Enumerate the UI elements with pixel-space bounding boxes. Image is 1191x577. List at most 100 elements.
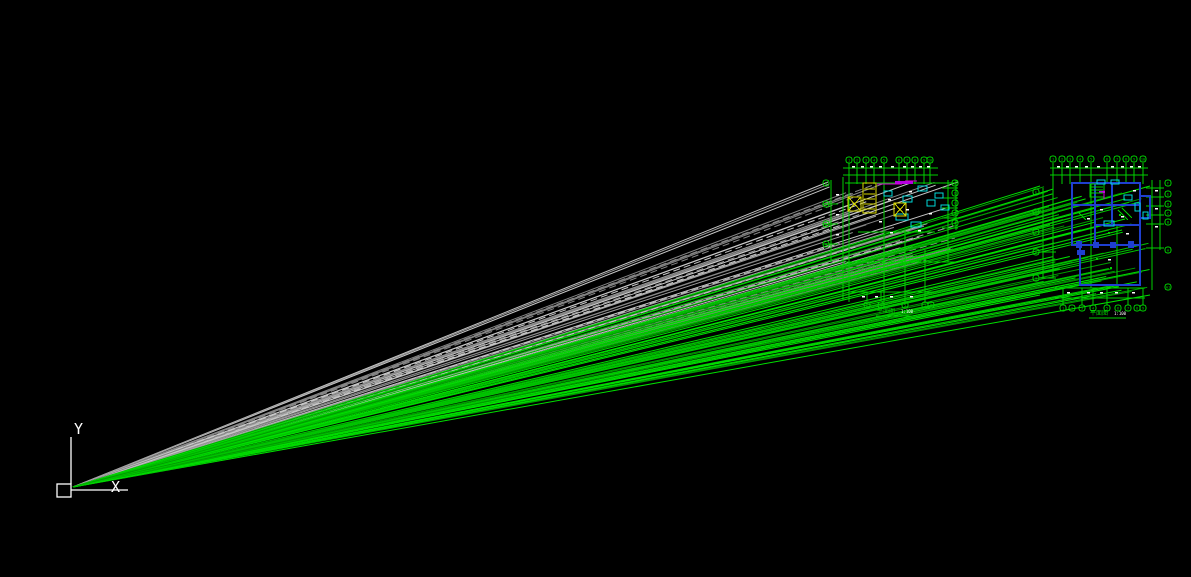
dim-text-mark [1155, 190, 1158, 192]
grid-bubble [1068, 304, 1076, 312]
green-bundle-edge-line [72, 294, 1151, 488]
grid-bubble-label: 9 [1142, 306, 1144, 310]
gray-bundle-edge-line [72, 181, 959, 488]
grid-bubble-label: 1 [1062, 306, 1064, 310]
blue-detail-fill [1093, 242, 1099, 248]
green-detail-line [1077, 211, 1087, 221]
grid-bubble-label: C [825, 202, 827, 206]
grid-bubble [1139, 304, 1147, 312]
grid-bubble [1113, 155, 1121, 163]
grid-bubble-label: B [1035, 250, 1037, 254]
green-detail-fill [1119, 214, 1121, 216]
dim-text-mark [1138, 166, 1141, 168]
grid-bubble [1164, 200, 1172, 208]
dim-text-mark [862, 296, 865, 298]
green-bundle-line [72, 210, 1042, 488]
green-detail-fill [1108, 232, 1110, 234]
dim-text-mark [1133, 190, 1136, 192]
cyan-detail-box [1110, 179, 1120, 185]
ucs-icon: XY [56, 420, 128, 498]
grid-bubble [822, 220, 830, 228]
green-bundle-line [72, 268, 1061, 488]
dim-text-mark [1067, 292, 1070, 294]
dim-text-mark [1087, 292, 1090, 294]
dim-text-mark [1115, 292, 1118, 294]
grid-bubble-label: 10 [1141, 157, 1145, 161]
green-bundle [72, 185, 1151, 488]
grid-bubble [903, 156, 911, 164]
green-detail-line [1117, 209, 1129, 221]
grid-bubble [951, 179, 959, 187]
grid-bubble-label: B [825, 222, 827, 226]
dim-text-mark [1100, 209, 1103, 211]
grid-bubble [926, 156, 934, 164]
dim-text-mark [879, 166, 882, 168]
ucs-x-label: X [111, 478, 120, 496]
grid-bubble [895, 156, 903, 164]
dim-text-mark [836, 214, 839, 216]
grid-bubble [880, 156, 888, 164]
green-bundle-line [72, 188, 1053, 488]
grid-bubble-label: 6 [898, 158, 900, 162]
grid-bubble [1032, 228, 1040, 236]
dim-text-mark [1111, 166, 1114, 168]
green-detail-fill [1096, 258, 1098, 260]
green-bundle-line [72, 270, 1115, 488]
grid-bubble [1164, 190, 1172, 198]
dim-text-mark [836, 234, 839, 236]
dim-text-mark [852, 166, 855, 168]
gray-bundle-line [72, 232, 853, 488]
grid-bubble [951, 199, 959, 207]
gray-bundle-line [72, 226, 895, 488]
plan-title: 平面图 [877, 308, 895, 315]
green-bundle-line [72, 276, 1107, 488]
dim-text-mark [891, 166, 894, 168]
dim-text-mark [1087, 218, 1090, 220]
grid-bubble-label: E [1167, 192, 1169, 196]
cyan-detail-box [1103, 220, 1115, 227]
grid-bubble [877, 301, 885, 309]
grid-bubble [1164, 179, 1172, 187]
grid-bubble-label: D [1035, 210, 1037, 214]
grid-bubble-label: A [825, 242, 828, 246]
grid-bubble [1139, 155, 1147, 163]
yellow-detail-box [862, 182, 877, 214]
purple-detail-fill [895, 181, 913, 184]
grid-bubble-label: 8 [930, 303, 932, 307]
green-bundle-line [72, 217, 1104, 488]
grid-bubble-label: D [1167, 202, 1169, 206]
green-bundle-line [72, 275, 1059, 488]
grid-bubble [1059, 304, 1067, 312]
grid-bubble-label: F [1167, 181, 1169, 185]
cyan-detail-box [1096, 179, 1106, 185]
dim-text-mark [1100, 292, 1103, 294]
dim-text-mark [909, 191, 912, 193]
dim-text-mark [1121, 216, 1124, 218]
green-bundle-line [72, 268, 1109, 488]
gray-bundle-line [72, 200, 869, 488]
cyan-detail-box [895, 213, 909, 221]
dim-text-mark [1108, 259, 1111, 261]
grid-bubble-label: 5 [1090, 157, 1092, 161]
grid-bubble [1164, 209, 1172, 217]
blue-detail-fill [1077, 250, 1085, 255]
grid-bubble-label: E [954, 181, 956, 185]
plan-scale: 1:100 [1114, 311, 1127, 316]
grid-bubble-label: 4 [873, 158, 875, 162]
grid-bubble-label: 3 [865, 158, 867, 162]
dim-text-mark [890, 232, 893, 234]
dim-text-mark [1097, 166, 1100, 168]
blue-detail-fill [1076, 241, 1082, 248]
cyan-detail-box [883, 190, 893, 197]
grid-bubble-label: 5 [883, 158, 885, 162]
grid-bubble-label: 4 [1092, 306, 1094, 310]
grid-bubble [1130, 155, 1138, 163]
cyan-detail-box [917, 185, 928, 192]
grid-bubble-label: A [1035, 276, 1038, 280]
cyan-detail-box [940, 204, 950, 211]
dim-text-mark [875, 296, 878, 298]
